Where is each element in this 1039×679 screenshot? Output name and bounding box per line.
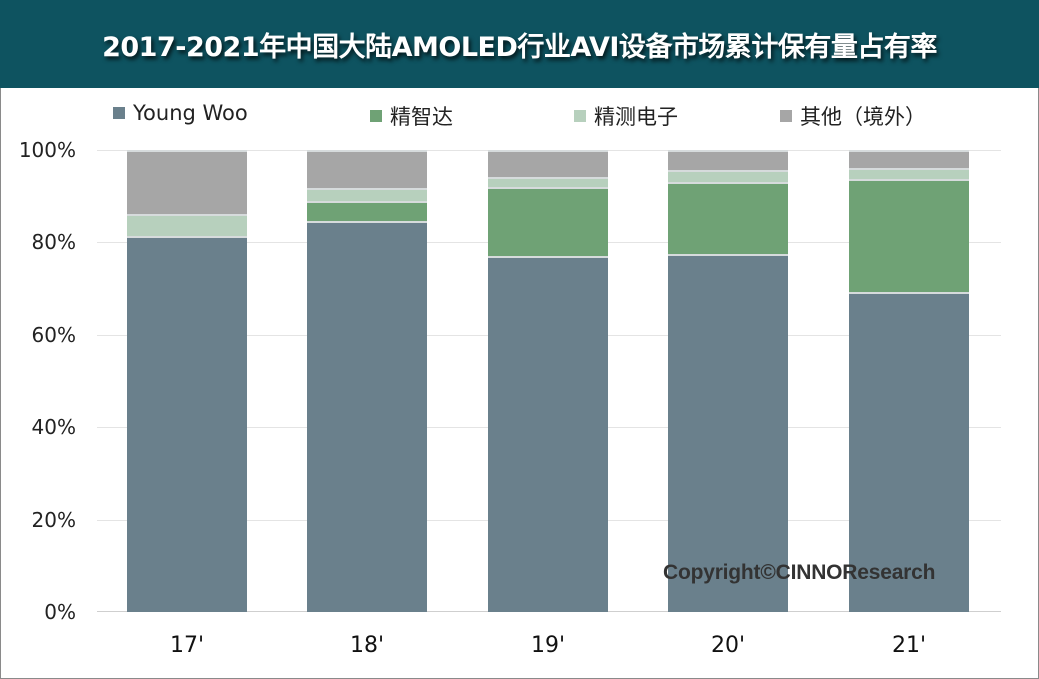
jingce-segment <box>849 168 969 180</box>
legend-label: Young Woo <box>133 101 248 125</box>
legend-swatch-icon <box>370 110 382 122</box>
x-tick-label: 21' <box>891 633 927 658</box>
chart-title: 2017-2021年中国大陆AMOLED行业AVI设备市场累计保有量占有率 <box>102 31 937 63</box>
jingce-segment <box>307 187 427 201</box>
young-woo-segment <box>849 291 969 612</box>
legend-item-young-woo: Young Woo <box>113 101 248 125</box>
bar-20 <box>668 150 788 612</box>
plot-area <box>97 150 1001 612</box>
x-tick-label: 17' <box>169 633 205 658</box>
bar-18 <box>307 150 427 612</box>
other-segment <box>849 150 969 169</box>
jingce-segment <box>668 169 788 182</box>
legend-swatch-icon <box>780 110 792 122</box>
x-tick-label: 18' <box>349 633 385 658</box>
jingzhida-segment <box>849 179 969 292</box>
copyright-watermark: Copyright©CINNOResearch <box>663 561 936 584</box>
jingzhida-segment <box>488 186 608 256</box>
y-tick-label: 100% <box>18 138 76 162</box>
young-woo-segment <box>127 235 247 612</box>
legend-item-jingce: 精测电子 <box>574 101 678 131</box>
other-segment <box>307 150 427 188</box>
y-tick-label: 0% <box>44 600 76 624</box>
other-segment <box>127 150 247 215</box>
bar-19 <box>488 150 608 612</box>
bar-21 <box>849 150 969 612</box>
jingce-segment <box>488 176 608 187</box>
y-tick-label: 40% <box>31 415 76 440</box>
jingzhida-segment <box>307 200 427 222</box>
other-segment <box>488 150 608 177</box>
jingce-segment <box>127 214 247 236</box>
legend: Young Woo 精智达 精测电子 其他（境外） <box>0 101 1039 129</box>
young-woo-segment <box>668 253 788 612</box>
x-tick-label: 20' <box>710 633 746 658</box>
young-woo-segment <box>307 221 427 612</box>
jingzhida-segment <box>668 181 788 254</box>
x-tick-label: 19' <box>530 633 566 658</box>
other-segment <box>668 150 788 170</box>
legend-label: 其他（境外） <box>800 105 926 129</box>
title-bar: 2017-2021年中国大陆AMOLED行业AVI设备市场累计保有量占有率 <box>0 0 1039 88</box>
young-woo-segment <box>488 255 608 612</box>
y-tick-label: 60% <box>31 322 76 347</box>
y-tick-label: 80% <box>31 230 76 255</box>
bar-17 <box>127 150 247 612</box>
legend-item-jingzhida: 精智达 <box>370 101 453 131</box>
legend-swatch-icon <box>113 107 125 119</box>
legend-label: 精智达 <box>390 105 453 129</box>
legend-swatch-icon <box>574 110 586 122</box>
legend-label: 精测电子 <box>594 105 678 129</box>
legend-item-other: 其他（境外） <box>780 101 926 131</box>
y-tick-label: 20% <box>31 507 76 532</box>
